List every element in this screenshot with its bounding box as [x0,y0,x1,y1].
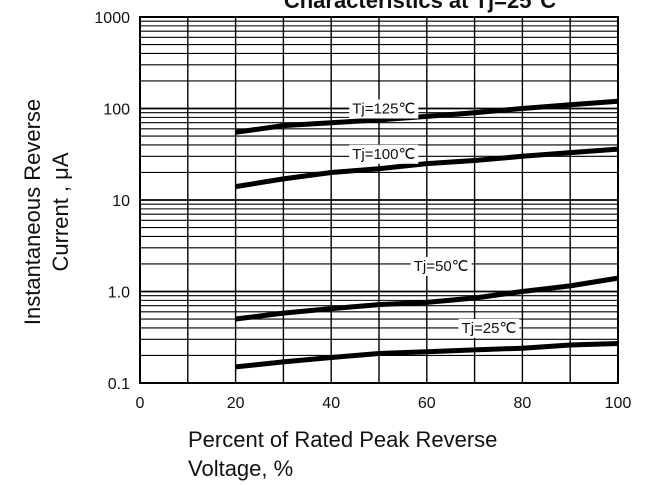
tick-labels: 0 20 40 60 80 100 0.1 1.0 10 100 1000 [94,10,631,412]
series-line [235,146,619,190]
series-label-background [410,256,472,276]
y-tick-label: 0.1 [108,376,130,393]
series-line [235,341,619,370]
series-labels: Tj=125℃ Tj=100℃ Tj=50℃ Tj=25℃ [349,99,520,338]
x-tick-label: 40 [322,395,340,412]
series-label: Tj=100℃ [352,146,415,163]
plot-frame [139,16,619,384]
series-line [235,98,619,135]
chart-title: Characteristics at Tj=25°C [284,0,556,13]
series-label-background [349,99,419,119]
y-tick-label: 1000 [94,10,130,27]
x-axis-label-line-2: Voltage, % [188,456,293,481]
x-tick-label: 60 [418,395,436,412]
series-label: Tj=25℃ [462,320,517,337]
y-tick-label: 100 [103,102,130,119]
y-tick-label: 1.0 [108,285,130,302]
x-tick-label: 80 [514,395,532,412]
grid-lines [140,17,618,383]
y-axis-label-line-2: Current , μA [48,152,73,271]
series-line [235,275,619,322]
y-tick-label: 10 [112,193,130,210]
series-lines [235,98,619,370]
x-tick-label: 100 [605,395,632,412]
y-axis-label-line-1: Instantaneous Reverse [20,99,45,325]
series-label: Tj=125℃ [352,101,415,118]
series-label-background [349,144,419,164]
x-tick-label: 20 [227,395,245,412]
x-tick-label: 0 [136,395,145,412]
x-axis-label-line-1: Percent of Rated Peak Reverse [188,427,497,452]
series-label: Tj=50℃ [414,258,469,275]
series-label-background [458,318,520,338]
